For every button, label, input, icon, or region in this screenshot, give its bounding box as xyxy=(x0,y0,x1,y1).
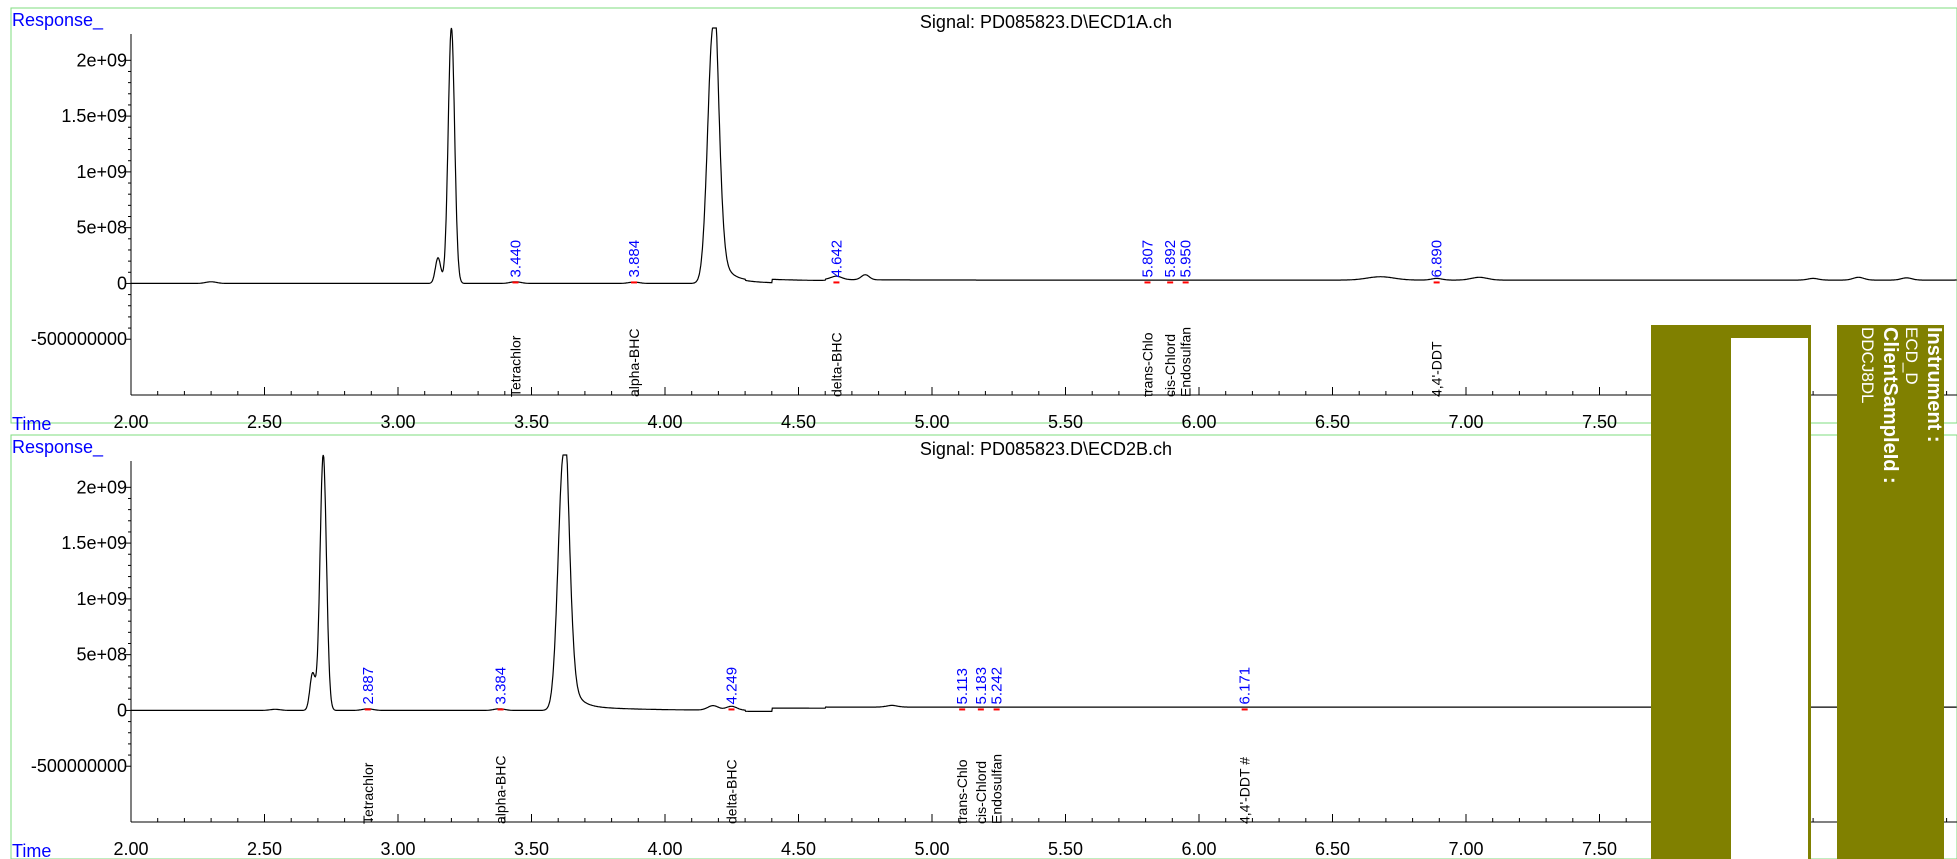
compound-label: trans-Chlo xyxy=(1139,332,1155,397)
compound-label: 4,4'-DDT # xyxy=(1237,757,1253,824)
instrument-value: ECD_D xyxy=(1902,327,1921,385)
chart-title: Signal: PD085823.D\ECD2B.ch xyxy=(920,439,1172,459)
y-tick-label: 1e+09 xyxy=(76,589,127,609)
x-tick-label: 2.50 xyxy=(247,412,282,432)
retention-time-label: 5.807 xyxy=(1139,240,1156,278)
x-tick-label: 6.50 xyxy=(1315,412,1350,432)
x-tick-label: 2.00 xyxy=(113,412,148,432)
plot-frame xyxy=(10,7,1957,424)
client-sample-id-value: DDCJ8DL xyxy=(1858,327,1877,404)
manual-integrations-heading: Manual Integrations xyxy=(1779,353,1801,542)
retention-time-label: 5.183 xyxy=(973,667,990,705)
y-axis-label: Response_ xyxy=(12,10,104,31)
retention-time-label: 5.242 xyxy=(989,667,1006,705)
compound-label: Tetrachlor xyxy=(507,335,523,397)
retention-time-label: 5.950 xyxy=(1178,240,1195,278)
x-tick-label: 2.50 xyxy=(247,839,282,859)
y-tick-label: 2e+09 xyxy=(76,477,127,497)
x-tick-label: 7.50 xyxy=(1582,839,1617,859)
x-tick-label: 2.00 xyxy=(113,839,148,859)
retention-time-label: 3.884 xyxy=(626,240,643,278)
x-tick-label: 6.50 xyxy=(1315,839,1350,859)
y-tick-label: 5e+08 xyxy=(76,218,127,238)
x-tick-label: 6.00 xyxy=(1181,839,1216,859)
y-tick-label: 5e+08 xyxy=(76,645,127,665)
y-tick-label: 0 xyxy=(117,273,127,293)
x-tick-label: 5.50 xyxy=(1048,839,1083,859)
y-tick-label: -500000000 xyxy=(31,329,127,349)
compound-label: 4,4'-DDT xyxy=(1429,341,1445,397)
retention-time-label: 5.892 xyxy=(1162,240,1179,278)
compound-label: Tetrachlor xyxy=(360,762,376,824)
chromatogram-panel-ecd1a: Signal: PD085823.D\ECD1A.ch Response_ Time… xyxy=(10,7,1957,434)
compound-label: delta-BHC xyxy=(828,332,844,397)
retention-time-label: 4.249 xyxy=(723,667,740,705)
compound-label: trans-Chlo xyxy=(954,759,970,824)
x-tick-label: 4.00 xyxy=(647,839,682,859)
compound-label: alpha-BHC xyxy=(626,329,642,397)
y-tick-label: -500000000 xyxy=(31,756,127,776)
y-tick-label: 0 xyxy=(117,700,127,720)
compound-label: cis-Chlord xyxy=(973,761,989,824)
x-tick-label: 3.50 xyxy=(514,412,549,432)
x-tick-label: 7.00 xyxy=(1448,412,1483,432)
manual-integration-stamp: Manual Integrations APPROVED Reviewed By… xyxy=(1651,325,1811,859)
x-tick-label: 7.50 xyxy=(1582,412,1617,432)
x-tick-label: 3.00 xyxy=(380,412,415,432)
x-axis-label: Time xyxy=(12,414,51,434)
x-tick-label: 4.50 xyxy=(781,412,816,432)
plot-frame xyxy=(10,434,1957,859)
retention-time-label: 3.440 xyxy=(507,240,524,278)
y-tick-label: 1.5e+09 xyxy=(61,533,127,553)
retention-time-label: 3.384 xyxy=(493,667,510,705)
y-axis-label: Response_ xyxy=(12,437,104,458)
retention-time-label: 5.113 xyxy=(954,668,971,704)
compound-label: Endosulfan xyxy=(989,754,1005,824)
chromatogram-trace xyxy=(131,27,1957,284)
instrument-stamp: Instrument : ECD_D ClientSampleId : DDCJ… xyxy=(1837,325,1945,859)
x-tick-label: 5.00 xyxy=(914,839,949,859)
compound-label: delta-BHC xyxy=(723,759,739,824)
stamp-inner-panel xyxy=(1731,338,1808,859)
x-axis-label: Time xyxy=(12,841,51,859)
y-tick-label: 1.5e+09 xyxy=(61,106,127,126)
x-tick-label: 7.00 xyxy=(1448,839,1483,859)
compound-label: Endosulfan xyxy=(1178,327,1194,397)
x-tick-label: 4.00 xyxy=(647,412,682,432)
reviewed-date: 10/01/2024 xyxy=(1698,635,1717,721)
x-tick-label: 5.00 xyxy=(914,412,949,432)
retention-time-label: 4.642 xyxy=(828,240,845,278)
x-tick-label: 6.00 xyxy=(1181,412,1216,432)
x-tick-label: 4.50 xyxy=(781,839,816,859)
approved-status: APPROVED xyxy=(1755,353,1777,466)
retention-time-label: 6.171 xyxy=(1237,667,1254,705)
reviewed-by-text: Reviewed By :Abdul Mirza xyxy=(1698,353,1717,552)
y-tick-label: 1e+09 xyxy=(76,162,127,182)
retention-time-label: 6.890 xyxy=(1429,240,1446,278)
supervised-date: 10/01/2024 xyxy=(1674,643,1693,729)
chart-title: Signal: PD085823.D\ECD1A.ch xyxy=(920,12,1172,32)
x-tick-label: 3.00 xyxy=(380,839,415,859)
client-sample-id-label: ClientSampleId : xyxy=(1879,327,1901,484)
x-tick-label: 5.50 xyxy=(1048,412,1083,432)
supervised-by-text: Supervised By :Ankita Jodhani xyxy=(1674,353,1693,584)
compound-label: alpha-BHC xyxy=(493,756,509,824)
instrument-label: Instrument : xyxy=(1923,327,1945,443)
retention-time-label: 2.887 xyxy=(360,667,377,705)
x-tick-label: 3.50 xyxy=(514,839,549,859)
y-tick-label: 2e+09 xyxy=(76,50,127,70)
compound-label: cis-Chlord xyxy=(1162,334,1178,397)
